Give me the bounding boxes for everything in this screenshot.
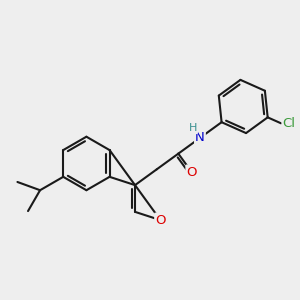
Text: Cl: Cl	[283, 117, 296, 130]
Text: O: O	[186, 166, 197, 178]
Text: H: H	[189, 123, 197, 133]
Text: O: O	[155, 214, 166, 226]
Text: N: N	[195, 131, 205, 144]
